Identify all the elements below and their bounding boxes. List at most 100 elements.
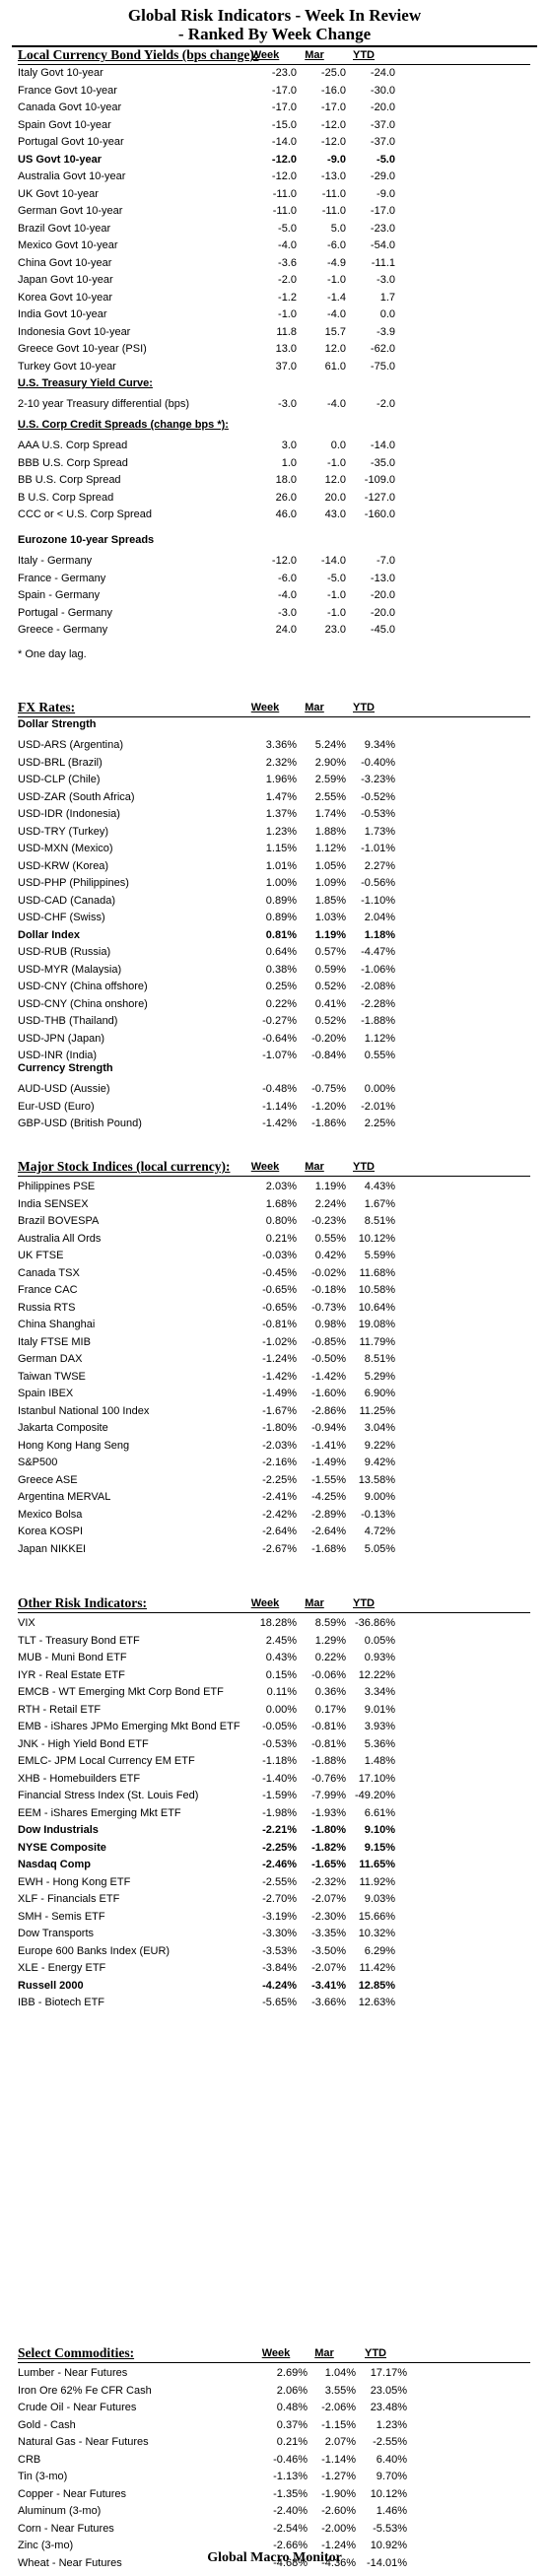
- week-value: -2.54%: [273, 2522, 308, 2535]
- mar-value: -0.50%: [311, 1353, 346, 1365]
- row-label: IYR - Real Estate ETF: [18, 1668, 125, 1681]
- row-label: US Govt 10-year: [18, 153, 102, 166]
- mar-value: 0.98%: [314, 1319, 346, 1330]
- row-label: USD-IDR (Indonesia): [18, 808, 120, 820]
- week-value: -5.65%: [262, 1997, 297, 2008]
- row-label: USD-ZAR (South Africa): [18, 790, 135, 803]
- mar-value: -2.32%: [311, 1875, 346, 1888]
- week-value: -2.0: [278, 274, 297, 286]
- ytd-value: 23.05%: [370, 2384, 407, 2397]
- table-row: Dow Industrials -2.21% -1.80% 9.10%: [0, 1822, 549, 1839]
- table-row: Russell 2000 -4.24% -3.41% 12.85%: [0, 1978, 549, 1995]
- ytd-value: 0.55%: [364, 1050, 395, 1061]
- table-row: Mexico Govt 10-year -4.0 -6.0 -54.0: [0, 237, 549, 254]
- week-value: -1.98%: [262, 1806, 297, 1819]
- mar-value: -2.06%: [321, 2402, 356, 2413]
- mar-value: -0.20%: [311, 1032, 346, 1045]
- table-row: Mexico Bolsa -2.42% -2.89% -0.13%: [0, 1507, 549, 1524]
- week-value: -2.64%: [262, 1525, 297, 1537]
- ytd-value: -5.53%: [373, 2522, 407, 2535]
- mar-value: 0.52%: [314, 1015, 346, 1027]
- row-label: BB U.S. Corp Spread: [18, 474, 121, 486]
- row-label: USD-ARS (Argentina): [18, 739, 123, 751]
- row-label: Nasdaq Comp: [18, 1859, 91, 1870]
- ytd-value: 10.64%: [358, 1301, 395, 1314]
- row-label: USD-CNY (China onshore): [18, 997, 148, 1010]
- row-label: Iron Ore 62% Fe CFR Cash: [18, 2384, 152, 2397]
- ytd-value: 3.93%: [364, 1721, 395, 1732]
- table-row: Canada TSX -0.45% -0.02% 11.68%: [0, 1265, 549, 1282]
- row-label: BBB U.S. Corp Spread: [18, 456, 128, 469]
- mar-value: -1.60%: [311, 1388, 346, 1399]
- table-row: XLF - Financials ETF -2.70% -2.07% 9.03%: [0, 1891, 549, 1908]
- row-label: Korea Govt 10-year: [18, 291, 112, 304]
- row-label: Zinc (3-mo): [18, 2540, 74, 2551]
- mar-value: 2.55%: [314, 790, 346, 803]
- ytd-value: 5.05%: [364, 1542, 395, 1555]
- ytd-value: 13.58%: [358, 1473, 395, 1486]
- ytd-value: 8.51%: [364, 1215, 395, 1227]
- week-value: -12.0: [271, 153, 297, 166]
- mar-value: 8.59%: [314, 1617, 346, 1629]
- ytd-value: 1.48%: [364, 1755, 395, 1767]
- ytd-value: -0.52%: [361, 790, 395, 803]
- row-label: Crude Oil - Near Futures: [18, 2402, 137, 2413]
- table-row: German Govt 10-year -11.0 -11.0 -17.0: [0, 203, 549, 220]
- mar-value: -2.07%: [311, 1893, 346, 1905]
- table-row: Spain Govt 10-year -15.0 -12.0 -37.0: [0, 117, 549, 134]
- table-row: EMLC- JPM Local Currency EM ETF -1.18% -1.…: [0, 1753, 549, 1770]
- week-value: -3.30%: [262, 1928, 297, 1939]
- row-label: USD-BRL (Brazil): [18, 756, 103, 769]
- week-value: -12.0: [271, 170, 297, 182]
- mar-value: -4.0: [327, 308, 346, 320]
- week-value: -1.13%: [273, 2471, 308, 2482]
- ytd-value: -20.0: [370, 606, 395, 619]
- row-label: Spain - Germany: [18, 589, 101, 601]
- table-row: EMB - iShares JPMo Emerging Mkt Bond ETF…: [0, 1719, 549, 1735]
- section-heading-fx: FX Rates:: [18, 700, 76, 714]
- section-heading-stocks: Major Stock Indices (local currency):: [18, 1159, 231, 1174]
- ytd-value: -9.0: [377, 187, 395, 200]
- table-row: Zinc (3-mo) -2.66% -1.24% 10.92%: [0, 2538, 549, 2554]
- row-label: UK Govt 10-year: [18, 187, 99, 200]
- table-row: Istanbul National 100 Index -1.67% -2.86% 1…: [0, 1403, 549, 1420]
- row-label: Argentina MERVAL: [18, 1491, 111, 1503]
- ytd-value: 11.25%: [359, 1404, 396, 1417]
- row-label: India SENSEX: [18, 1197, 89, 1210]
- table-row: Canada Govt 10-year -17.0 -17.0 -20.0: [0, 100, 549, 116]
- col-header-week: Week: [261, 2347, 291, 2359]
- row-label: Australia Govt 10-year: [18, 170, 126, 182]
- table-row: XLE - Energy ETF -3.84% -2.07% 11.42%: [0, 1960, 549, 1977]
- week-value: 1.01%: [265, 859, 297, 872]
- col-header-week: Week: [250, 702, 280, 713]
- table-row: Eur-USD (Euro) -1.14% -1.20% -2.01%: [0, 1099, 549, 1116]
- week-value: -3.53%: [262, 1944, 297, 1957]
- table-row: USD-INR (India) -1.07% -0.84% 0.55%: [0, 1048, 549, 1064]
- week-value: 1.37%: [265, 808, 297, 820]
- mar-value: 1.74%: [314, 808, 346, 820]
- week-value: 1.47%: [265, 790, 297, 803]
- ytd-value: 12.85%: [358, 1979, 395, 1992]
- week-value: -0.48%: [262, 1083, 297, 1095]
- mar-value: -3.66%: [311, 1997, 346, 2008]
- row-label: USD-RUB (Russia): [18, 946, 111, 958]
- ytd-value: 10.12%: [370, 2487, 407, 2500]
- ytd-value: -7.0: [377, 555, 395, 567]
- row-label: Europe 600 Banks Index (EUR): [18, 1944, 171, 1957]
- row-label: S&P500: [18, 1457, 58, 1468]
- page-subtitle: - Ranked By Week Change: [177, 25, 372, 43]
- week-value: 0.15%: [265, 1668, 297, 1681]
- table-row: Copper - Near Futures -1.35% -1.90% 10.12%: [0, 2486, 549, 2503]
- table-row: Greece ASE -2.25% -1.55% 13.58%: [0, 1472, 549, 1489]
- row-label: USD-CHF (Swiss): [18, 912, 105, 923]
- row-label: Dow Transports: [18, 1928, 95, 1939]
- mar-value: 1.85%: [314, 894, 346, 907]
- row-label: USD-INR (India): [18, 1050, 98, 1061]
- table-row: Australia All Ords 0.21% 0.55% 10.12%: [0, 1231, 549, 1248]
- week-value: -3.19%: [262, 1910, 297, 1923]
- footnote: * One day lag.: [18, 648, 87, 660]
- mar-value: -12.0: [320, 118, 346, 131]
- section-heading-risk: Other Risk Indicators:: [18, 1595, 148, 1610]
- table-row: GBP-USD (British Pound) -1.42% -1.86% 2.25%: [0, 1116, 549, 1132]
- mar-value: 43.0: [324, 508, 346, 520]
